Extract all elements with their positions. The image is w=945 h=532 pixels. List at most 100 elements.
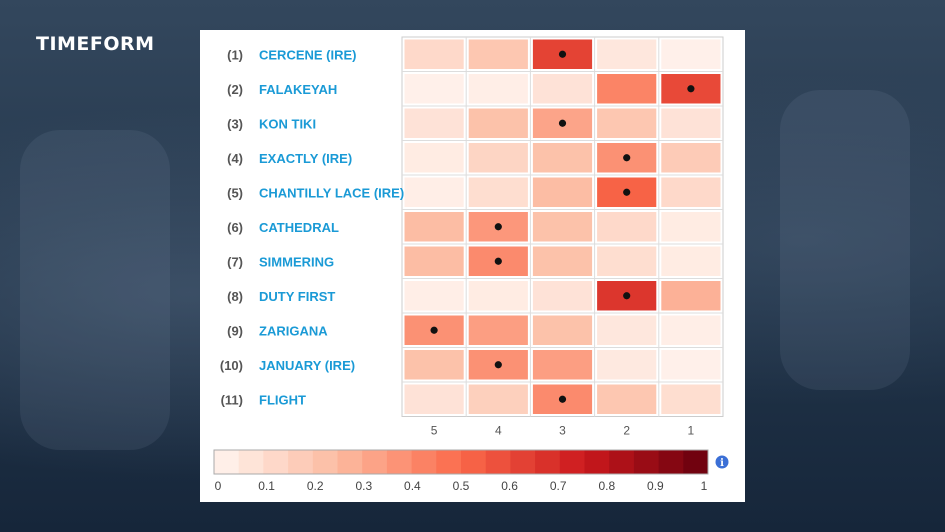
horse-name-link[interactable]: KON TIKI xyxy=(259,116,316,131)
horse-name-link[interactable]: FALAKEYAH xyxy=(259,82,337,97)
heatmap-cell[interactable]: KON TIKI / 1: 0.08 xyxy=(660,107,722,139)
heatmap-cell[interactable]: ZARIGANA / 1: 0.03 xyxy=(660,314,722,346)
heatmap-cell[interactable]: DUTY FIRST / 5: 0.03 xyxy=(403,280,465,312)
horse-name-link[interactable]: FLIGHT xyxy=(259,392,306,407)
colorbar-segment xyxy=(510,450,536,474)
colorbar-segment xyxy=(312,450,338,474)
horse-name-link[interactable]: CATHEDRAL xyxy=(259,220,339,235)
horse-name-link[interactable]: JANUARY (IRE) xyxy=(259,358,355,373)
max-marker-dot xyxy=(558,119,567,127)
row-number: (1) xyxy=(227,47,243,62)
colorbar-tick-label: 0.7 xyxy=(550,479,567,493)
heatmap-cell[interactable]: CATHEDRAL / 3: 0.22 xyxy=(531,211,594,243)
x-tick-label: 1 xyxy=(688,424,695,438)
heatmap-cell[interactable]: JANUARY (IRE) / 5: 0.22 xyxy=(403,349,465,381)
heatmap-cell[interactable]: SIMMERING / 3: 0.22 xyxy=(531,245,594,277)
row-number: (3) xyxy=(227,116,243,131)
x-tick-label: 2 xyxy=(623,424,630,438)
colorbar-segment xyxy=(238,450,264,474)
heatmap-cell[interactable]: JANUARY (IRE) / 1: 0.02 xyxy=(660,349,722,381)
colorbar-tick-label: 0.1 xyxy=(258,479,275,493)
colorbar-segment xyxy=(411,450,437,474)
heatmap-cell[interactable]: CATHEDRAL / 2: 0.12 xyxy=(596,211,658,243)
colorbar-segment xyxy=(386,450,413,474)
max-marker-dot xyxy=(558,395,567,403)
x-tick-label: 4 xyxy=(495,424,502,438)
heatmap-cell[interactable]: SIMMERING / 5: 0.24 xyxy=(403,245,465,277)
heatmap-cell[interactable]: CHANTILLY LACE (IRE) / 1: 0.12 xyxy=(660,176,722,208)
heatmap-chart: (1) CERCENE (IRE)CERCENE (IRE) / 5: 0.12C… xyxy=(213,36,729,493)
heatmap-cell[interactable]: DUTY FIRST / 3: 0.08 xyxy=(531,280,594,312)
heatmap-cell[interactable]: SIMMERING / 2: 0.1 xyxy=(596,245,658,277)
colorbar-segment xyxy=(658,450,684,474)
colorbar-segment xyxy=(436,450,462,474)
info-icon-glyph: i xyxy=(720,458,724,469)
heatmap-cell[interactable]: DUTY FIRST / 4: 0.04 xyxy=(467,280,529,312)
heatmap-cell[interactable]: FALAKEYAH / 2: 0.42 xyxy=(596,73,658,105)
heatmap-cell[interactable]: JANUARY (IRE) / 2: 0.05 xyxy=(596,349,658,381)
heatmap-cell[interactable]: CERCENE (IRE) / 3: 0.62 xyxy=(531,38,594,70)
heatmap-cell[interactable]: EXACTLY (IRE) / 5: 0.04 xyxy=(403,142,465,174)
heatmap-cell[interactable]: ZARIGANA / 2: 0.06 xyxy=(596,314,658,346)
heatmap-cell[interactable]: EXACTLY (IRE) / 3: 0.22 xyxy=(531,142,594,174)
horse-name-link[interactable]: EXACTLY (IRE) xyxy=(259,151,352,166)
heatmap-cell[interactable]: CERCENE (IRE) / 4: 0.2 xyxy=(467,38,529,70)
heatmap-cell[interactable]: FLIGHT / 1: 0.1 xyxy=(660,383,722,415)
colorbar-tick-label: 0.4 xyxy=(404,479,421,493)
heatmap-cell[interactable]: CHANTILLY LACE (IRE) / 5: 0.03 xyxy=(403,176,465,208)
heatmap-cell[interactable]: ZARIGANA / 3: 0.22 xyxy=(531,314,594,346)
background-silhouette xyxy=(20,130,170,450)
horse-name-link[interactable]: CHANTILLY LACE (IRE) xyxy=(259,185,404,200)
heatmap-cell[interactable]: FLIGHT / 2: 0.2 xyxy=(596,383,658,415)
heatmap-cell[interactable]: KON TIKI / 4: 0.22 xyxy=(467,107,529,139)
colorbar-segment xyxy=(559,450,585,474)
colorbar-segment xyxy=(683,450,709,474)
heatmap-cell[interactable]: FLIGHT / 5: 0.08 xyxy=(403,383,465,415)
heatmap-cell[interactable]: CHANTILLY LACE (IRE) / 4: 0.1 xyxy=(467,176,529,208)
heatmap-cell[interactable]: CERCENE (IRE) / 5: 0.12 xyxy=(403,38,465,70)
x-tick-label: 5 xyxy=(431,424,438,438)
max-marker-dot xyxy=(558,50,567,58)
max-marker-dot xyxy=(623,292,631,300)
max-marker-dot xyxy=(623,154,631,162)
heatmap-cell[interactable]: FLIGHT / 3: 0.4 xyxy=(531,383,594,415)
colorbar-tick-label: 0.8 xyxy=(598,479,615,493)
colorbar-tick-label: 1 xyxy=(701,479,708,493)
colorbar-tick-label: 0.6 xyxy=(501,479,518,493)
horse-name-link[interactable]: ZARIGANA xyxy=(259,323,328,338)
heatmap-cell[interactable]: CERCENE (IRE) / 2: 0.06 xyxy=(596,38,658,70)
background-silhouette xyxy=(780,90,910,390)
colorbar-segment xyxy=(584,450,610,474)
colorbar-tick-label: 0 xyxy=(215,479,222,493)
heatmap-cell[interactable]: CATHEDRAL / 5: 0.24 xyxy=(403,211,465,243)
row-number: (6) xyxy=(227,220,243,235)
heatmap-cell[interactable]: FALAKEYAH / 4: 0.03 xyxy=(467,73,529,105)
x-tick-label: 3 xyxy=(559,424,566,438)
heatmap-panel: (1)CERCENE (IRE)CERCENE (IRE) / 5: 0.12C… xyxy=(200,30,745,502)
heatmap-cell[interactable]: EXACTLY (IRE) / 1: 0.18 xyxy=(660,142,722,174)
heatmap-cell[interactable]: KON TIKI / 5: 0.08 xyxy=(403,107,465,139)
heatmap-cell[interactable]: FALAKEYAH / 5: 0.02 xyxy=(403,73,465,105)
row-number: (4) xyxy=(227,151,243,166)
heatmap-cell[interactable]: KON TIKI / 2: 0.2 xyxy=(596,107,658,139)
timeform-logo: TIMEFORM xyxy=(36,33,155,55)
horse-name-link[interactable]: SIMMERING xyxy=(259,254,334,269)
heatmap-cell[interactable]: FLIGHT / 4: 0.16 xyxy=(467,383,529,415)
heatmap-cell[interactable]: CATHEDRAL / 1: 0.04 xyxy=(660,211,722,243)
colorbar-segment xyxy=(461,450,487,474)
horse-name-link[interactable]: CERCENE (IRE) xyxy=(259,47,357,62)
horse-name-link[interactable]: DUTY FIRST xyxy=(259,289,335,304)
colorbar-tick-label: 0.3 xyxy=(355,479,372,493)
heatmap-cell[interactable]: EXACTLY (IRE) / 4: 0.14 xyxy=(467,142,529,174)
info-icon[interactable] xyxy=(715,455,729,469)
heatmap-cell[interactable]: ZARIGANA / 4: 0.34 xyxy=(467,314,529,346)
heatmap-cell[interactable]: FALAKEYAH / 3: 0.08 xyxy=(531,73,594,105)
heatmap-cell[interactable]: JANUARY (IRE) / 3: 0.34 xyxy=(531,349,594,381)
max-marker-dot xyxy=(494,223,502,231)
heatmap-cell[interactable]: CERCENE (IRE) / 1: 0.02 xyxy=(660,38,722,70)
heatmap-cell[interactable]: DUTY FIRST / 1: 0.28 xyxy=(660,280,722,312)
heatmap-cell[interactable]: SIMMERING / 1: 0.04 xyxy=(660,245,722,277)
colorbar-border xyxy=(213,449,709,475)
row-number: (7) xyxy=(227,254,243,269)
heatmap-cell[interactable]: CHANTILLY LACE (IRE) / 3: 0.24 xyxy=(531,176,594,208)
